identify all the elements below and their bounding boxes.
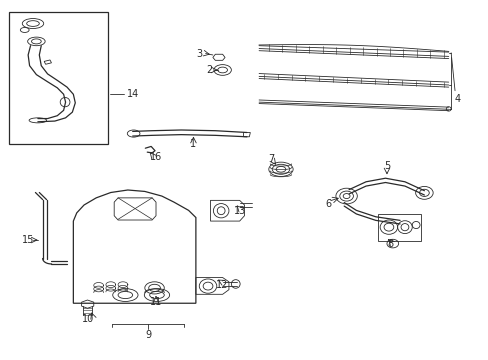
Bar	[9, 12, 108, 144]
Text: 2: 2	[206, 65, 212, 75]
Text: 1: 1	[190, 139, 196, 149]
Text: 15: 15	[22, 235, 34, 245]
Text: 10: 10	[81, 314, 94, 324]
Text: 4: 4	[453, 94, 460, 104]
Text: 8: 8	[386, 239, 393, 249]
Bar	[377, 214, 420, 241]
Text: 6: 6	[325, 199, 330, 209]
Text: 12: 12	[215, 280, 227, 290]
Text: 13: 13	[233, 206, 245, 216]
Text: 11: 11	[150, 297, 162, 307]
Text: 3: 3	[196, 49, 203, 59]
Text: 7: 7	[267, 154, 274, 164]
Text: 9: 9	[145, 330, 151, 340]
Text: 5: 5	[383, 161, 389, 171]
Text: 14: 14	[126, 89, 139, 99]
Text: 16: 16	[150, 152, 162, 162]
